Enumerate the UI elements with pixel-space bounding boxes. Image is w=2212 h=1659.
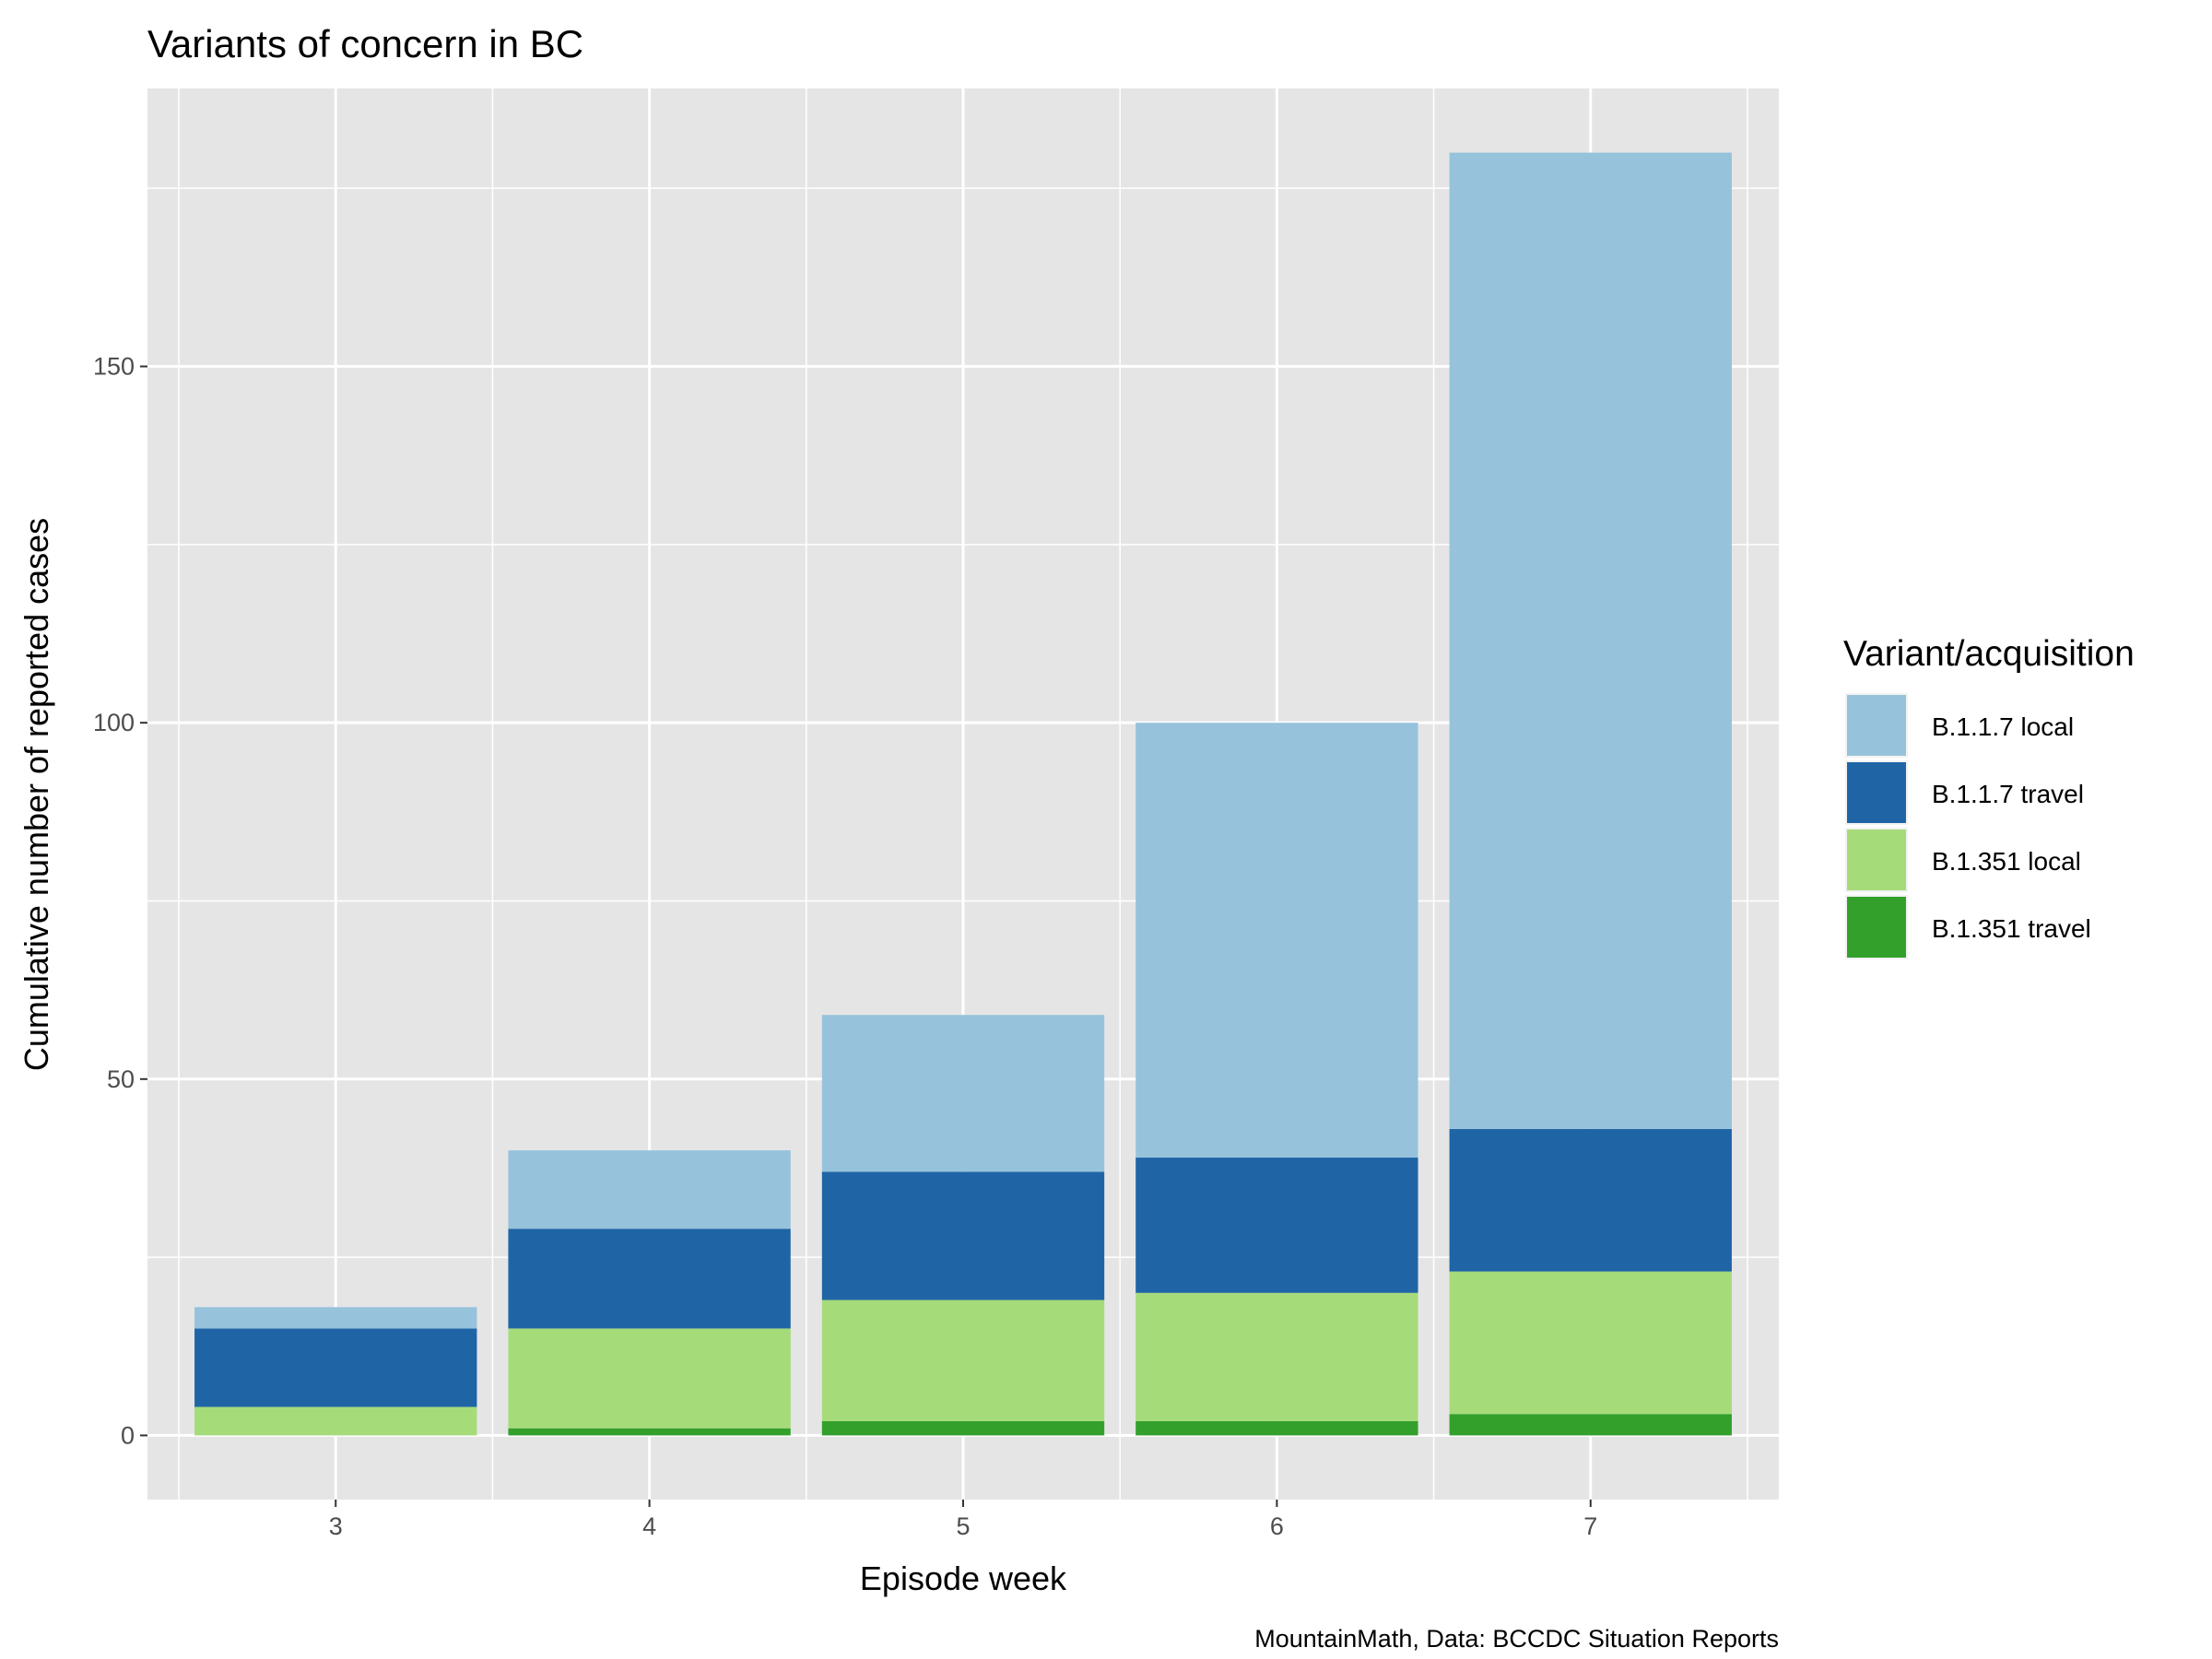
legend-label: B.1.351 local [1932, 847, 2081, 876]
bar-b-1-351-travel-week-5 [821, 1420, 1105, 1436]
legend-label: B.1.1.7 travel [1932, 780, 2084, 808]
legend-swatch [1847, 897, 1906, 958]
bar-b-1-1-7-travel-week-7 [1449, 1128, 1732, 1272]
bar-b-1-1-7-travel-week-3 [194, 1328, 477, 1407]
x-tick-label: 5 [956, 1512, 970, 1540]
y-axis-title: Cumulative number of reported cases [18, 518, 55, 1071]
bar-b-1-351-local-week-6 [1135, 1292, 1418, 1421]
bar-b-1-1-7-local-week-7 [1449, 152, 1732, 1129]
bar-b-1-351-local-week-5 [821, 1300, 1105, 1421]
legend: Variant/acquisition B.1.1.7 local B.1.1.7… [1843, 634, 2135, 959]
x-axis-title: Episode week [860, 1559, 1067, 1597]
bar-b-1-351-travel-week-7 [1449, 1414, 1732, 1436]
bar-b-1-1-7-local-week-5 [821, 1015, 1105, 1172]
legend-swatch [1847, 762, 1906, 823]
chart-caption: MountainMath, Data: BCCDC Situation Repo… [1254, 1625, 1779, 1653]
y-tick-label: 100 [93, 709, 135, 736]
x-tick-label: 6 [1270, 1512, 1284, 1540]
bar-b-1-1-7-local-week-3 [194, 1307, 477, 1329]
bar-b-1-351-travel-week-6 [1135, 1420, 1418, 1436]
chart-title: Variants of concern in BC [147, 22, 583, 65]
bar-b-1-351-local-week-3 [194, 1406, 477, 1436]
y-tick-label: 50 [107, 1065, 135, 1093]
bar-b-1-1-7-travel-week-6 [1135, 1157, 1418, 1293]
legend-label: B.1.1.7 local [1932, 712, 2074, 741]
x-tick-label: 4 [642, 1512, 656, 1540]
bar-b-1-351-travel-week-4 [508, 1428, 791, 1436]
bar-b-1-1-7-local-week-6 [1135, 723, 1418, 1158]
legend-title: Variant/acquisition [1843, 634, 2135, 674]
y-tick-label: 0 [121, 1421, 135, 1449]
y-tick-label: 150 [93, 353, 135, 381]
bar-b-1-1-7-travel-week-4 [508, 1229, 791, 1329]
x-tick-label: 7 [1583, 1512, 1597, 1540]
bar-b-1-351-local-week-4 [508, 1328, 791, 1429]
legend-label: B.1.351 travel [1932, 914, 2091, 943]
bar-b-1-1-7-travel-week-5 [821, 1171, 1105, 1300]
legend-swatch [1847, 830, 1906, 890]
legend-swatch [1847, 695, 1906, 756]
bar-b-1-351-local-week-7 [1449, 1271, 1732, 1415]
x-tick-label: 3 [329, 1512, 343, 1540]
bar-b-1-1-7-local-week-4 [508, 1150, 791, 1230]
